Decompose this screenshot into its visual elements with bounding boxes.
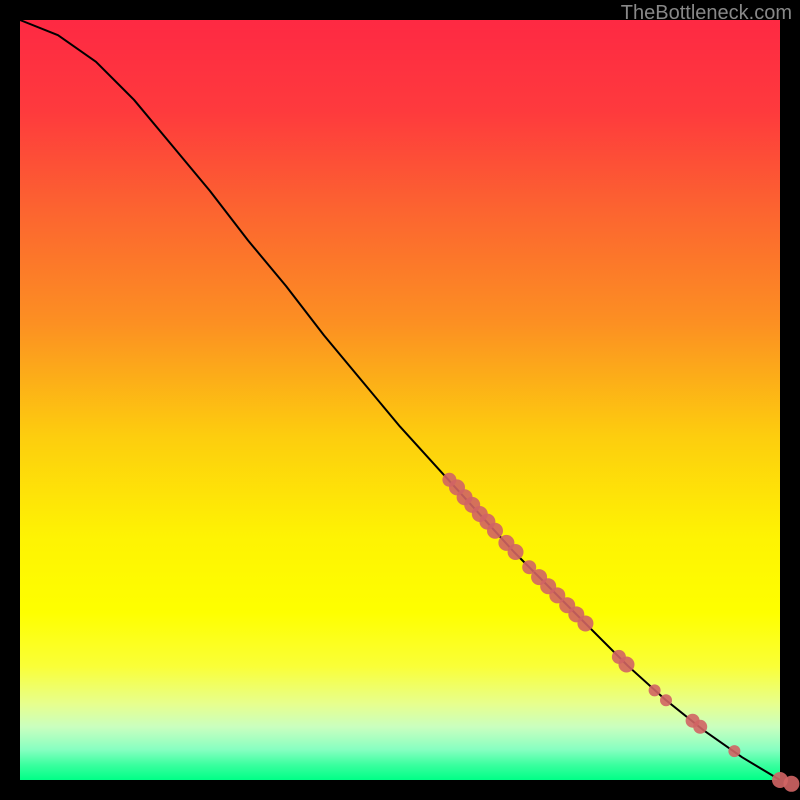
curve-layer: [20, 20, 780, 780]
chart-container: TheBottleneck.com: [0, 0, 800, 800]
data-marker: [649, 684, 661, 696]
data-marker: [618, 656, 634, 672]
data-marker: [728, 745, 740, 757]
marker-group: [442, 473, 799, 792]
data-marker: [577, 615, 593, 631]
plot-area: [20, 20, 780, 780]
data-marker: [508, 544, 524, 560]
data-marker: [487, 523, 503, 539]
data-marker: [660, 694, 672, 706]
data-marker: [693, 720, 707, 734]
attribution-text: TheBottleneck.com: [621, 2, 792, 25]
data-marker: [783, 776, 799, 792]
curve-path: [20, 20, 780, 780]
